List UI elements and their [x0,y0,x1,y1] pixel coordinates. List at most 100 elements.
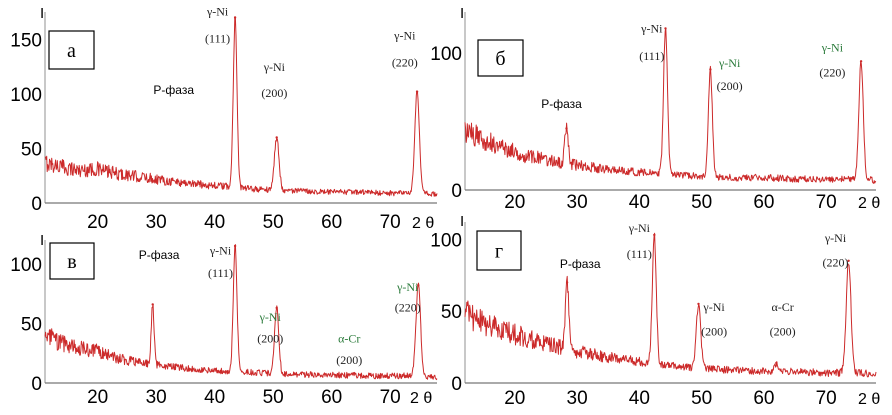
peak-annotation: γ-Ni [209,243,232,257]
panel-label: г [495,241,503,263]
y-tick-label: 50 [441,302,462,323]
x-tick-label: 70 [380,212,401,233]
peak-point [709,68,712,71]
x-tick-label: 70 [816,192,837,213]
x-tick-label: 30 [146,387,167,408]
y-tick-label: 150 [10,30,42,51]
peak-annotation: (200) [261,86,287,100]
y-axis-name: I [40,5,44,22]
panel-label-box [476,230,522,271]
x-tick-label: 60 [321,212,342,233]
x-tick-label: 50 [263,387,284,408]
peak-point [352,372,356,375]
peak-point [664,27,667,30]
x-tick-label: 50 [691,388,712,409]
x-tick-label: 30 [567,192,588,213]
peak-annotation: (220) [392,56,418,70]
peak-point [859,60,863,63]
peak-point [417,284,420,287]
y-tick-label: 0 [451,374,462,395]
y-tick-label: 0 [451,181,462,202]
peak-point [653,233,656,237]
peak-annotation: α-Cr [338,331,360,345]
x-axis-name: 2 θ [412,215,434,232]
panel-label-box [49,242,95,280]
peak-point [775,361,778,365]
peak-point [233,16,237,19]
peak-annotation: (200) [717,79,743,93]
peak-point [233,244,237,248]
panel-2: 20 30 40 50 60 70 0 50 100 I 2 θ в Р-фаза γ-Ni (111) γ-… [10,232,438,408]
y-axis-name: I [460,5,464,22]
peak-point [415,90,419,93]
peak-annotation: γ-Ni [628,221,651,235]
x-tick-label: 40 [629,192,650,213]
x-axis-name: 2 θ [858,391,880,408]
peak-annotation: α-Cr [771,300,793,314]
x-tick-label: 70 [816,388,837,409]
peak-annotation: (111) [627,247,652,261]
y-tick-label: 0 [31,374,42,395]
x-tick-label: 60 [753,388,774,409]
peak-annotation: Р-фаза [541,97,582,111]
y-tick-label: 0 [31,194,42,215]
y-tick-label: 100 [10,85,42,106]
y-tick-label: 50 [21,314,42,335]
peak-point [275,306,278,310]
peak-annotation: (220) [395,301,421,315]
peak-annotation: γ-Ni [702,300,725,314]
panel-label-box [48,30,95,70]
panel-label: а [67,40,76,62]
x-tick-label: 40 [204,212,225,233]
peak-annotation: (200) [336,353,362,367]
peak-annotation: γ-Ni [393,28,416,42]
x-tick-label: 30 [567,388,588,409]
peak-point [275,136,278,139]
peak-annotation: (220) [823,256,849,270]
peak-annotation: (200) [770,325,796,339]
x-tick-label: 40 [629,388,650,409]
x-axis-name: 2 θ [858,195,880,212]
peak-annotation: (111) [205,32,230,46]
y-tick-label: 100 [430,230,462,251]
peak-point [565,127,568,130]
peak-annotation: Р-фаза [153,83,194,97]
panel-1: 20 30 40 50 60 70 0 100 I 2 θ б Р-фаза γ-Ni (111) γ-Ni… [430,5,880,213]
peak-annotation: Р-фаза [560,257,601,271]
panel-label: в [67,251,76,273]
peak-annotation: γ-Ni [259,310,282,324]
peak-point [697,302,700,306]
peak-point [565,281,569,284]
peak-annotation: (111) [639,49,664,63]
y-axis-name: I [460,213,464,230]
x-tick-label: 20 [504,192,525,213]
peak-point [847,259,850,262]
peak-annotation: γ-Ni [396,280,419,294]
peak-annotation: γ-Ni [640,22,663,36]
x-tick-label: 70 [380,387,401,408]
diffraction-trace [464,232,877,378]
peak-annotation: (220) [819,65,845,79]
y-tick-label: 100 [10,255,42,276]
x-tick-label: 60 [321,387,342,408]
x-tick-label: 40 [204,387,225,408]
x-tick-label: 50 [691,192,712,213]
peak-point [151,303,154,306]
diffraction-trace [44,244,438,381]
x-tick-label: 30 [146,212,167,233]
panel-label: б [495,48,505,70]
y-axis-name: I [40,232,44,249]
peak-annotation: γ-Ni [263,60,286,74]
peak-annotation: (200) [257,331,283,345]
x-tick-label: 20 [87,212,108,233]
panel-label-box [477,39,524,77]
x-tick-label: 20 [504,388,525,409]
peak-annotation: Р-фаза [139,248,180,262]
diffraction-trace [464,27,877,184]
diffraction-trace [44,16,438,197]
x-axis-name: 2 θ [410,390,432,407]
y-tick-label: 100 [430,44,462,65]
panel-0: 20 30 40 50 60 70 0 50 100 150 I 2 θ а Р-фаза γ-Ni (111… [10,4,438,233]
peak-annotation: (111) [208,266,233,280]
